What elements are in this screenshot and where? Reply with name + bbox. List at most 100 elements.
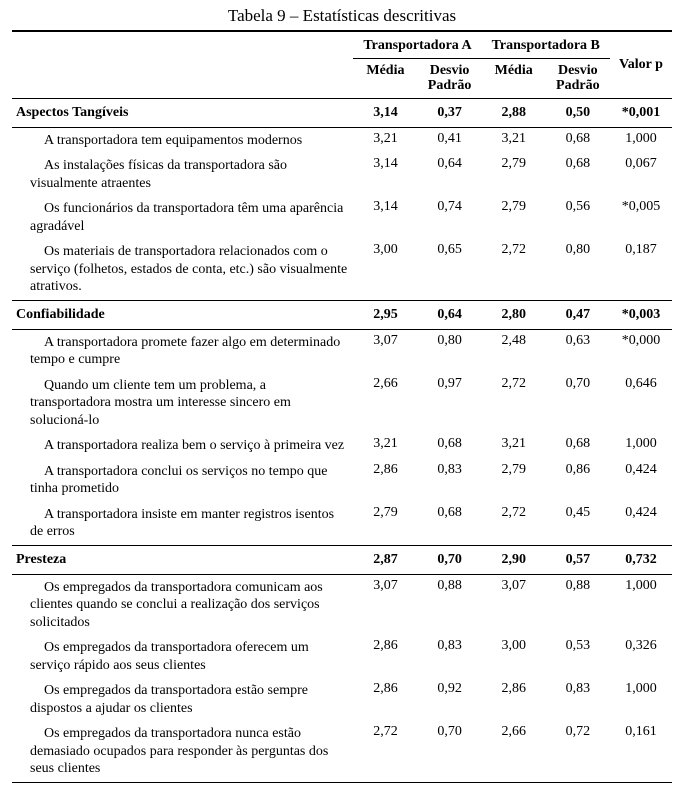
item-p: 0,424 (610, 502, 672, 546)
item-b-sd: 0,86 (546, 459, 610, 502)
table-row: A transportadora tem equipamentos modern… (12, 127, 672, 153)
item-b-sd: 0,53 (546, 635, 610, 678)
item-p: 0,424 (610, 459, 672, 502)
section-a-mean: 3,14 (353, 98, 417, 127)
item-b-mean: 2,72 (482, 373, 546, 434)
item-b-sd: 0,83 (546, 678, 610, 721)
item-b-mean: 2,48 (482, 329, 546, 373)
section-label: Presteza (12, 545, 353, 574)
item-a-sd: 0,74 (418, 196, 482, 239)
item-b-mean: 2,66 (482, 721, 546, 782)
item-a-sd: 0,80 (418, 329, 482, 373)
item-a-sd: 0,88 (418, 574, 482, 635)
item-a-sd: 0,70 (418, 721, 482, 782)
item-a-mean: 2,86 (353, 635, 417, 678)
item-a-sd: 0,83 (418, 635, 482, 678)
item-p: *0,000 (610, 329, 672, 373)
item-b-sd: 0,56 (546, 196, 610, 239)
item-label: As instalações físicas da transportadora… (12, 153, 353, 196)
item-p: 0,161 (610, 721, 672, 782)
item-b-mean: 3,21 (482, 127, 546, 153)
section-a-sd: 0,70 (418, 545, 482, 574)
item-b-mean: 3,21 (482, 433, 546, 459)
header-a-sd: Desvio Padrão (418, 59, 482, 99)
item-a-sd: 0,65 (418, 239, 482, 300)
table-row: A transportadora conclui os serviços no … (12, 459, 672, 502)
item-b-mean: 3,00 (482, 635, 546, 678)
item-a-mean: 3,21 (353, 127, 417, 153)
table-row: Os empregados da transportadora estão se… (12, 678, 672, 721)
header-b-sd: Desvio Padrão (546, 59, 610, 99)
item-label: Os materiais de transportadora relaciona… (12, 239, 353, 300)
section-p: *0,001 (610, 98, 672, 127)
item-b-sd: 0,68 (546, 127, 610, 153)
item-b-sd: 0,80 (546, 239, 610, 300)
section-a-mean: 2,87 (353, 545, 417, 574)
item-a-mean: 3,07 (353, 329, 417, 373)
table-row: Os empregados da transportadora oferecem… (12, 635, 672, 678)
item-label: A transportadora conclui os serviços no … (12, 459, 353, 502)
item-b-sd: 0,72 (546, 721, 610, 782)
item-b-mean: 2,79 (482, 153, 546, 196)
item-label: Os funcionários da transportadora têm um… (12, 196, 353, 239)
section-b-sd: 0,50 (546, 98, 610, 127)
item-a-mean: 3,07 (353, 574, 417, 635)
item-a-sd: 0,97 (418, 373, 482, 434)
item-label: A transportadora insiste em manter regis… (12, 502, 353, 546)
item-a-mean: 2,86 (353, 459, 417, 502)
item-p: *0,005 (610, 196, 672, 239)
table-row: Os funcionários da transportadora têm um… (12, 196, 672, 239)
table-row: As instalações físicas da transportadora… (12, 153, 672, 196)
item-p: 0,067 (610, 153, 672, 196)
section-a-sd: 0,37 (418, 98, 482, 127)
item-label: Os empregados da transportadora oferecem… (12, 635, 353, 678)
table-body: Aspectos Tangíveis3,140,372,880,50*0,001… (12, 98, 672, 782)
table-title: Tabela 9 – Estatísticas descritivas (12, 6, 672, 26)
item-p: 1,000 (610, 433, 672, 459)
item-p: 1,000 (610, 127, 672, 153)
section-p: 0,732 (610, 545, 672, 574)
header-group-b: Transportadora B (482, 31, 610, 59)
item-p: 1,000 (610, 678, 672, 721)
item-b-mean: 2,86 (482, 678, 546, 721)
item-a-mean: 3,14 (353, 153, 417, 196)
item-a-mean: 2,86 (353, 678, 417, 721)
table-row: Os empregados da transportadora nunca es… (12, 721, 672, 782)
item-b-mean: 3,07 (482, 574, 546, 635)
item-a-mean: 3,21 (353, 433, 417, 459)
section-b-sd: 0,47 (546, 300, 610, 329)
item-a-mean: 3,14 (353, 196, 417, 239)
item-b-sd: 0,68 (546, 153, 610, 196)
table-row: Quando um cliente tem um problema, a tra… (12, 373, 672, 434)
item-label: Os empregados da transportadora comunica… (12, 574, 353, 635)
section-b-sd: 0,57 (546, 545, 610, 574)
item-p: 0,646 (610, 373, 672, 434)
section-b-mean: 2,88 (482, 98, 546, 127)
item-b-sd: 0,68 (546, 433, 610, 459)
item-a-sd: 0,68 (418, 502, 482, 546)
header-group-a: Transportadora A (353, 31, 481, 59)
section-p: *0,003 (610, 300, 672, 329)
item-label: A transportadora realiza bem o serviço à… (12, 433, 353, 459)
item-a-mean: 2,72 (353, 721, 417, 782)
item-p: 0,187 (610, 239, 672, 300)
section-label: Aspectos Tangíveis (12, 98, 353, 127)
item-b-mean: 2,72 (482, 239, 546, 300)
item-a-sd: 0,68 (418, 433, 482, 459)
item-b-sd: 0,63 (546, 329, 610, 373)
table-row: Os materiais de transportadora relaciona… (12, 239, 672, 300)
item-label: Quando um cliente tem um problema, a tra… (12, 373, 353, 434)
item-b-mean: 2,79 (482, 459, 546, 502)
item-a-mean: 3,00 (353, 239, 417, 300)
item-b-sd: 0,70 (546, 373, 610, 434)
item-label: Os empregados da transportadora estão se… (12, 678, 353, 721)
section-a-sd: 0,64 (418, 300, 482, 329)
item-label: Os empregados da transportadora nunca es… (12, 721, 353, 782)
item-a-sd: 0,41 (418, 127, 482, 153)
table-row: A transportadora promete fazer algo em d… (12, 329, 672, 373)
table-row: A transportadora realiza bem o serviço à… (12, 433, 672, 459)
section-label: Confiabilidade (12, 300, 353, 329)
item-a-sd: 0,92 (418, 678, 482, 721)
header-b-mean: Média (482, 59, 546, 99)
item-a-sd: 0,64 (418, 153, 482, 196)
